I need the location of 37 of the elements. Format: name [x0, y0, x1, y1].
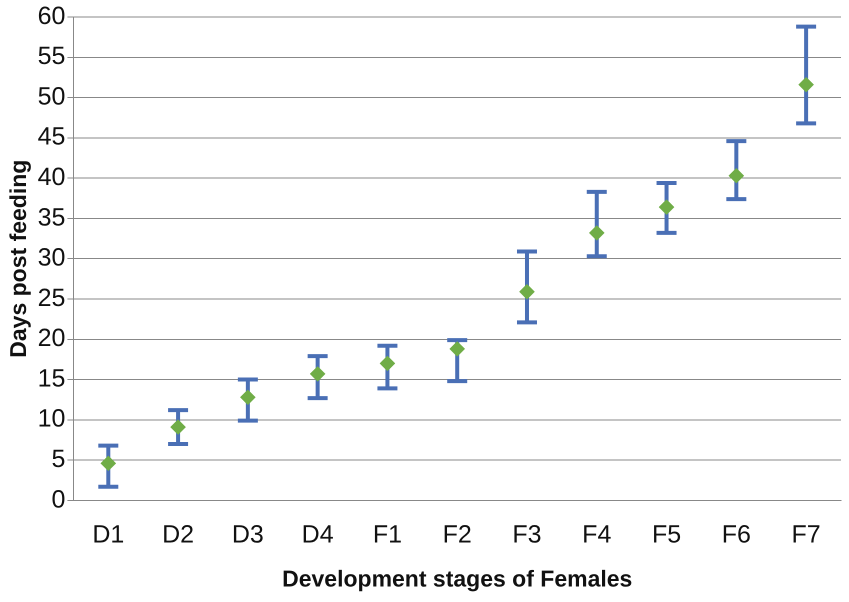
point [728, 168, 744, 184]
x-tick-label: D4 [302, 520, 334, 548]
x-tick-label: F4 [582, 520, 612, 548]
y-tick-label: 15 [38, 364, 66, 392]
x-axis-title: Development stages of Females [282, 566, 632, 592]
point [798, 77, 814, 92]
x-tick-label: F2 [442, 520, 472, 548]
x-tick-label: F1 [372, 520, 402, 548]
x-tick-label: D2 [162, 520, 194, 548]
x-tick-label: F3 [512, 520, 542, 548]
y-tick-label: 0 [52, 485, 66, 514]
point [380, 356, 395, 371]
y-tick-label: 55 [38, 42, 66, 70]
x-tick-label: F5 [652, 520, 682, 548]
point [240, 390, 256, 405]
y-tick-label: 40 [38, 163, 66, 192]
y-tick-label: 5 [52, 445, 66, 474]
point [170, 420, 186, 435]
point [310, 366, 326, 382]
x-tick-label: F6 [722, 520, 751, 548]
y-tick-label: 50 [38, 82, 66, 110]
x-tick-label: D1 [92, 520, 124, 548]
point [450, 341, 465, 356]
y-tick-label: 60 [38, 2, 66, 30]
point [589, 225, 604, 240]
y-tick-label: 45 [38, 122, 66, 151]
y-tick-label: 20 [38, 324, 66, 352]
point [100, 456, 116, 471]
point [519, 284, 534, 300]
y-tick-label: 10 [38, 404, 66, 433]
point [659, 200, 674, 215]
y-tick-label: 30 [38, 244, 66, 272]
y-axis-title: Days post feeding [5, 160, 32, 358]
x-tick-label: D3 [232, 520, 264, 548]
x-tick-label: F7 [792, 520, 821, 548]
y-tick-label: 35 [38, 203, 66, 232]
y-tick-label: 25 [38, 284, 66, 312]
